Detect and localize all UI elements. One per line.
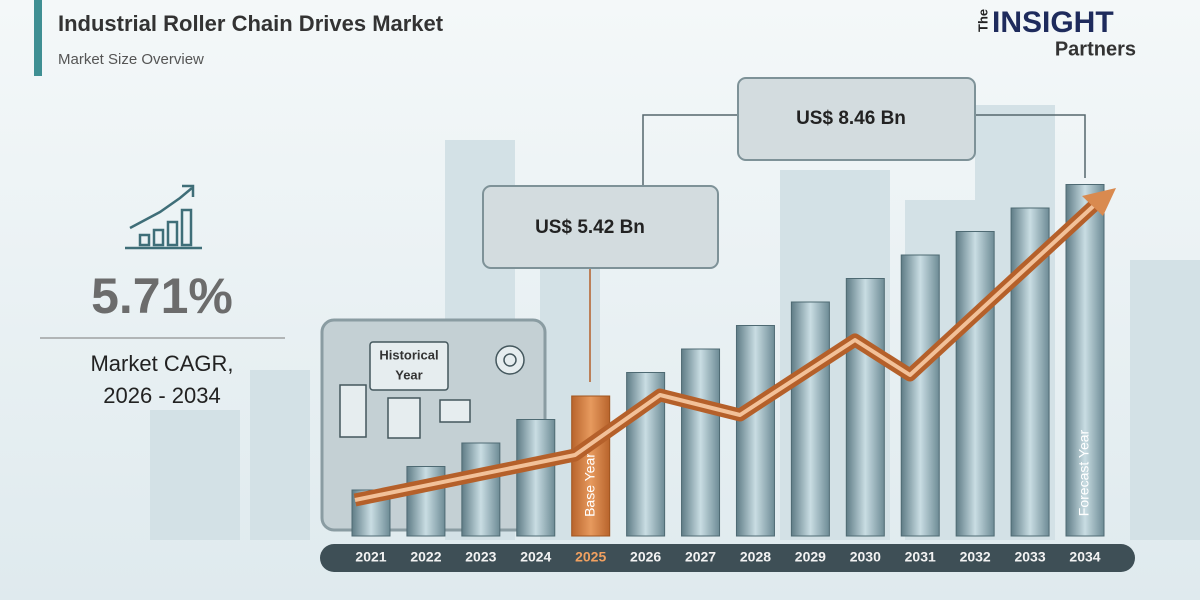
callout-text: US$ 5.42 Bn (535, 217, 645, 238)
bar (681, 348, 721, 537)
callout-text: US$ 8.46 Bn (796, 108, 906, 129)
forecast-year-label: Forecast Year (1076, 429, 1092, 516)
cagr-label: Market CAGR, (90, 351, 233, 376)
year-band (320, 544, 1135, 572)
year-label: 2027 (685, 549, 716, 565)
connector (642, 114, 1086, 185)
historical-box (369, 341, 449, 391)
logo-prefix: The (975, 9, 990, 32)
trend-arrow-highlight (354, 198, 1102, 502)
logo-name: INSIGHT (992, 6, 1114, 39)
bar (900, 254, 940, 537)
callout-box (482, 185, 719, 269)
subtitle: Market Size Overview (58, 51, 204, 68)
bar (571, 395, 611, 537)
year-label: 2031 (905, 549, 936, 565)
bar (461, 442, 501, 537)
bar (955, 231, 995, 537)
year-label: 2034 (1069, 549, 1100, 565)
bar (516, 419, 556, 537)
bar (845, 278, 885, 537)
callout-box (737, 77, 976, 161)
bar (1065, 184, 1105, 537)
historical-label: Historical (379, 347, 438, 362)
trend-arrow-head (1082, 188, 1116, 216)
year-label: 2032 (960, 549, 991, 565)
year-label: 2025 (575, 549, 606, 565)
year-label: 2024 (520, 549, 551, 565)
year-label: 2028 (740, 549, 771, 565)
base-year-label: Base Year (581, 453, 597, 517)
cagr-period: 2026 - 2034 (103, 383, 220, 408)
year-label: 2029 (795, 549, 826, 565)
year-label: 2021 (355, 549, 386, 565)
year-label: 2026 (630, 549, 661, 565)
bar (735, 325, 775, 537)
year-label: 2033 (1014, 549, 1045, 565)
year-label: 2022 (410, 549, 441, 565)
title: Industrial Roller Chain Drives Market (58, 11, 444, 36)
cagr-value: 5.71% (91, 268, 233, 324)
year-label: 2030 (850, 549, 881, 565)
title-accent (34, 0, 42, 76)
bar (790, 301, 830, 537)
panel-icons (339, 345, 525, 439)
historical-label: Year (395, 367, 422, 382)
cagr-icon (125, 184, 202, 250)
logo-suffix: Partners (1055, 38, 1136, 60)
year-label: 2023 (465, 549, 496, 565)
